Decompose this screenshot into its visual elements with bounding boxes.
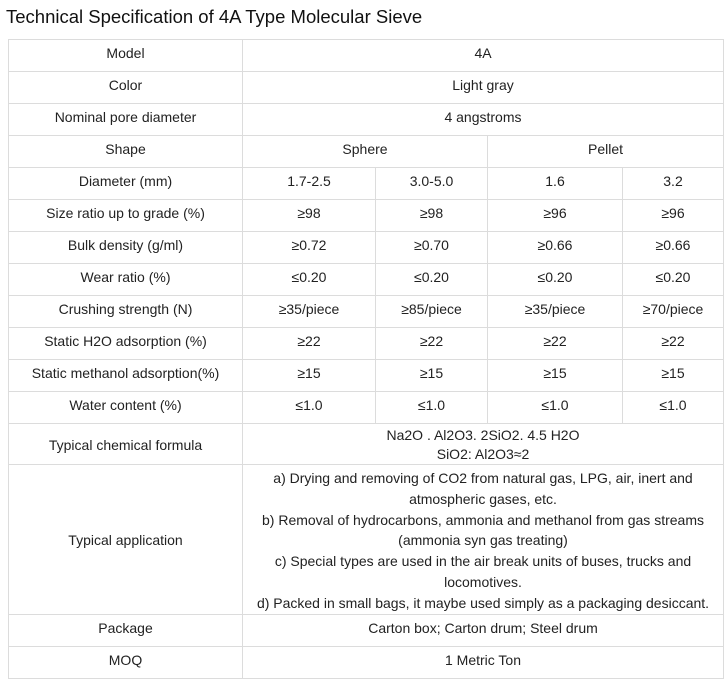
cell: 3.0-5.0 <box>375 167 488 200</box>
table-row-pore: Nominal pore diameter 4 angstroms <box>8 103 724 136</box>
row-label: Nominal pore diameter <box>8 103 243 136</box>
row-label: MOQ <box>8 645 243 679</box>
table-row-shape: Shape Sphere Pellet <box>8 135 724 168</box>
row-label: Model <box>8 39 243 72</box>
table-row-size-ratio: Size ratio up to grade (%) ≥98 ≥98 ≥96 ≥96 <box>8 199 724 232</box>
cell: 4 angstroms <box>242 103 724 136</box>
cell: ≤1.0 <box>375 391 488 424</box>
cell: a) Drying and removing of CO2 from natur… <box>242 464 724 615</box>
cell: ≥0.70 <box>375 231 488 264</box>
cell: ≥70/piece <box>622 295 724 328</box>
cell: ≥0.66 <box>487 231 623 264</box>
cell: ≤0.20 <box>242 263 376 296</box>
cell: ≥0.66 <box>622 231 724 264</box>
cell: Na2O . Al2O3. 2SiO2. 4.5 H2O SiO2: Al2O3≈… <box>242 423 724 465</box>
table-row-crushing: Crushing strength (N) ≥35/piece ≥85/piece ≥… <box>8 295 724 328</box>
text-line: d) Packed in small bags, it maybe used s… <box>256 594 710 611</box>
table-row-model: Model 4A <box>8 39 724 72</box>
row-label: Package <box>8 613 243 647</box>
cell: ≥15 <box>375 359 488 392</box>
spec-table: Model 4A Color Light gray Nominal pore dia… <box>8 39 724 679</box>
text-line: SiO2: Al2O3≈2 <box>436 446 530 462</box>
cell: ≥15 <box>242 359 376 392</box>
cell: ≥22 <box>375 327 488 360</box>
cell: ≥35/piece <box>242 295 376 328</box>
table-row-methanol: Static methanol adsorption(%) ≥15 ≥15 ≥15 ≥1… <box>8 359 724 392</box>
table-row-diameter: Diameter (mm) 1.7-2.5 3.0-5.0 1.6 3.2 <box>8 167 724 200</box>
row-label: Size ratio up to grade (%) <box>8 199 243 232</box>
table-row-h2o: Static H2O adsorption (%) ≥22 ≥22 ≥22 ≥22 <box>8 327 724 360</box>
row-label: Bulk density (g/ml) <box>8 231 243 264</box>
table-row-application: Typical application a) Drying and removi… <box>8 464 724 615</box>
cell: ≥22 <box>242 327 376 360</box>
row-label: Water content (%) <box>8 391 243 424</box>
cell: ≥22 <box>487 327 623 360</box>
text-line: Na2O . Al2O3. 2SiO2. 4.5 H2O <box>386 427 580 443</box>
text-line: b) Removal of hydrocarbons, ammonia and … <box>262 511 704 528</box>
row-label: Shape <box>8 135 243 168</box>
row-label: Typical chemical formula <box>8 423 243 465</box>
table-row-package: Package Carton box; Carton drum; Steel dr… <box>8 613 724 647</box>
cell: ≥35/piece <box>487 295 623 328</box>
cell: ≥22 <box>622 327 724 360</box>
table-row-wear: Wear ratio (%) ≤0.20 ≤0.20 ≤0.20 ≤0.20 <box>8 263 724 296</box>
row-label: Color <box>8 71 243 104</box>
text-line: atmospheric gases, etc. <box>409 490 557 507</box>
cell: ≥96 <box>487 199 623 232</box>
cell: Pellet <box>487 135 724 168</box>
cell: ≥0.72 <box>242 231 376 264</box>
cell: ≥96 <box>622 199 724 232</box>
row-label: Crushing strength (N) <box>8 295 243 328</box>
row-label: Diameter (mm) <box>8 167 243 200</box>
table-row-moq: MOQ 1 Metric Ton <box>8 645 724 679</box>
cell: ≥15 <box>487 359 623 392</box>
cell: ≤1.0 <box>242 391 376 424</box>
table-row-chemical-formula: Typical chemical formula Na2O . Al2O3. 2S… <box>8 423 724 465</box>
cell: ≤1.0 <box>487 391 623 424</box>
cell: Sphere <box>242 135 488 168</box>
row-label: Wear ratio (%) <box>8 263 243 296</box>
cell: ≥15 <box>622 359 724 392</box>
cell: ≥98 <box>375 199 488 232</box>
row-label: Static H2O adsorption (%) <box>8 327 243 360</box>
cell: ≤0.20 <box>375 263 488 296</box>
table-row-water: Water content (%) ≤1.0 ≤1.0 ≤1.0 ≤1.0 <box>8 391 724 424</box>
cell: 1 Metric Ton <box>242 645 724 679</box>
cell: 1.6 <box>487 167 623 200</box>
table-row-bulk: Bulk density (g/ml) ≥0.72 ≥0.70 ≥0.66 ≥0.66 <box>8 231 724 264</box>
row-label: Static methanol adsorption(%) <box>8 359 243 392</box>
cell: 1.7-2.5 <box>242 167 376 200</box>
page-title: Technical Specification of 4A Type Molec… <box>6 6 423 27</box>
cell: ≥85/piece <box>375 295 488 328</box>
text-line: c) Special types are used in the air bre… <box>274 553 692 570</box>
cell: ≥98 <box>242 199 376 232</box>
text-line: a) Drying and removing of CO2 from natur… <box>273 470 693 486</box>
cell: ≤0.20 <box>622 263 724 296</box>
text-line: (ammonia syn gas treating) <box>398 532 568 549</box>
cell: Carton box; Carton drum; Steel drum <box>242 613 724 647</box>
table-row-color: Color Light gray <box>8 71 724 104</box>
cell: ≤0.20 <box>487 263 623 296</box>
cell: 3.2 <box>622 167 724 200</box>
cell: Light gray <box>242 71 724 104</box>
row-label: Typical application <box>8 464 243 615</box>
text-line: locomotives. <box>444 573 522 590</box>
cell: 4A <box>242 39 724 72</box>
cell: ≤1.0 <box>622 391 724 424</box>
